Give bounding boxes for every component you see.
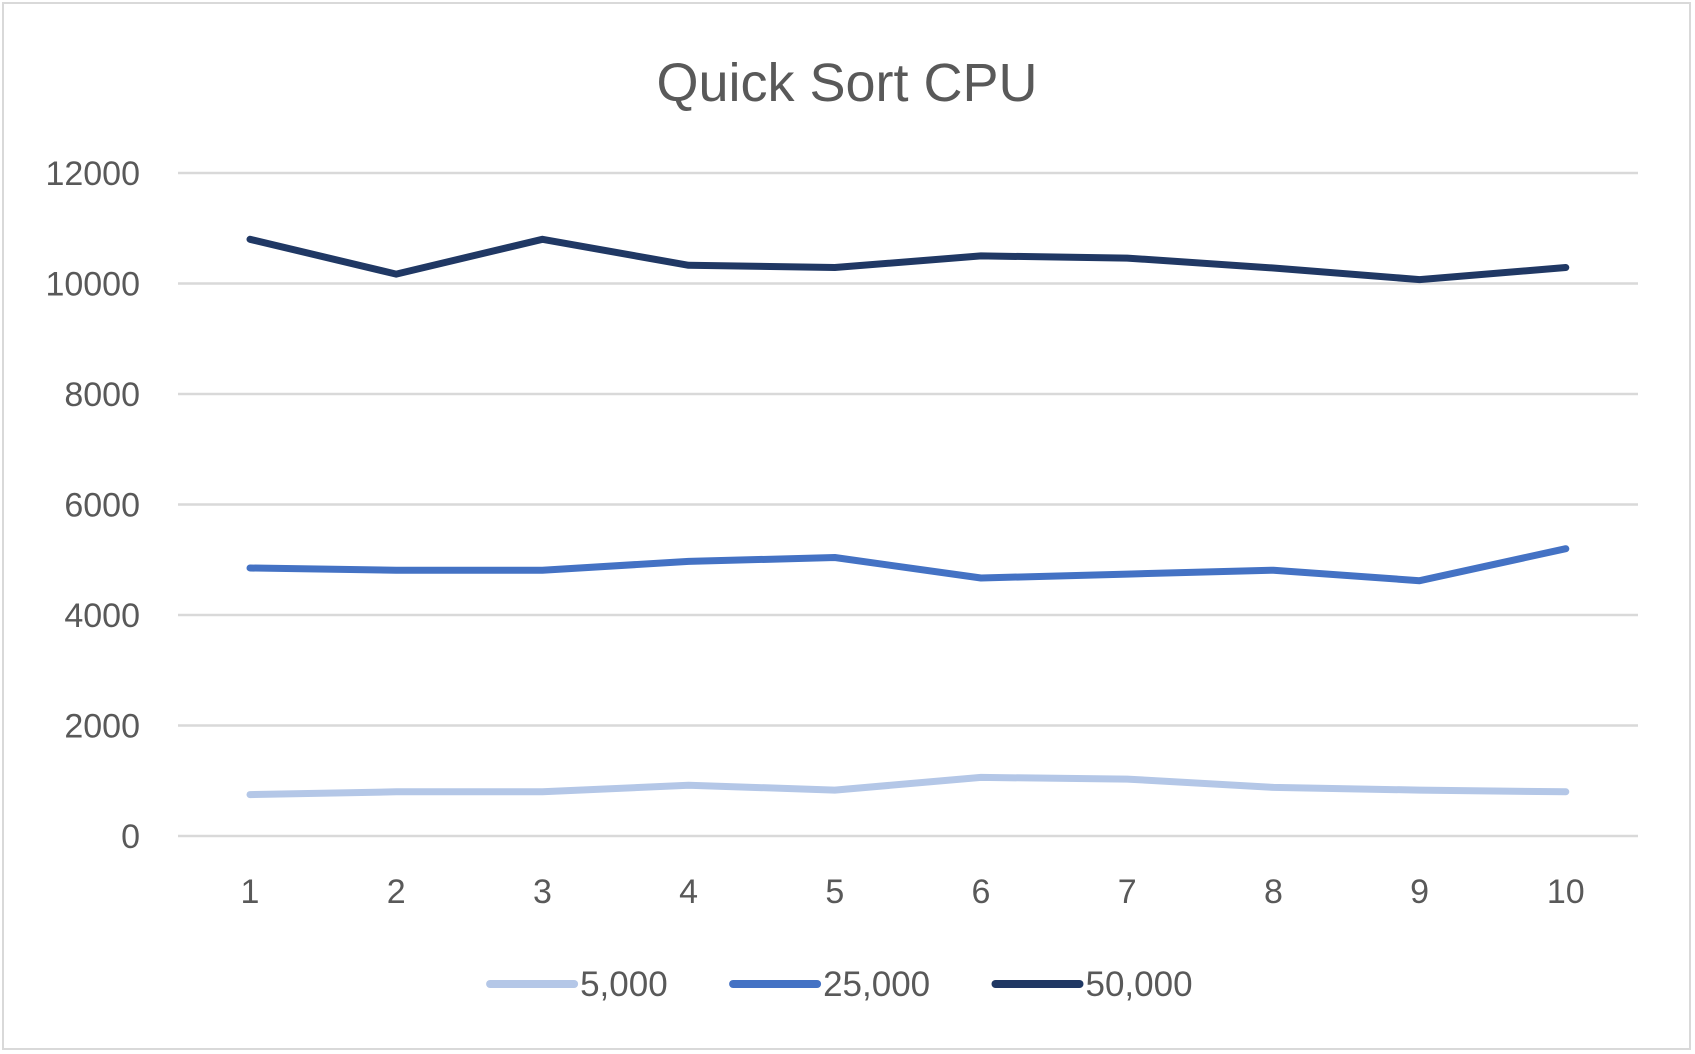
x-tick-label: 4: [679, 873, 698, 911]
x-tick-label: 10: [1547, 873, 1585, 911]
legend-item: 5,000: [486, 965, 668, 1004]
y-tick-label: 12000: [45, 155, 140, 193]
x-tick-label: 2: [387, 873, 406, 911]
series-line-50000: [246, 235, 1570, 284]
legend-item: 25,000: [729, 965, 930, 1004]
chart-title: Quick Sort CPU: [656, 53, 1037, 113]
y-tick-label: 2000: [64, 708, 140, 746]
legend-label: 50,000: [1086, 965, 1193, 1004]
x-tick-label: 9: [1410, 873, 1429, 911]
series-line-5000: [246, 773, 1570, 799]
gridlines: [178, 171, 1638, 838]
series-lines: [246, 235, 1570, 799]
legend-label: 25,000: [823, 965, 930, 1004]
x-tick-label: 1: [241, 873, 260, 911]
y-axis-ticks: 0 2000 4000 6000 8000 10000 12000: [45, 155, 140, 856]
x-axis-ticks: 1 2 3 4 5 6 7 8 9 10: [241, 873, 1585, 911]
x-tick-label: 5: [825, 873, 844, 911]
y-tick-label: 8000: [64, 376, 140, 414]
y-tick-label: 10000: [45, 266, 140, 304]
legend: 5,000 25,000 50,000: [486, 965, 1193, 1004]
x-tick-label: 3: [533, 873, 552, 911]
y-tick-label: 0: [121, 818, 140, 856]
line-chart: Quick Sort CPU 0200040006000800010000120…: [45, 53, 1638, 1004]
x-tick-label: 8: [1264, 873, 1283, 911]
series-line-25000: [246, 545, 1570, 585]
y-tick-label: 6000: [64, 487, 140, 525]
legend-label: 5,000: [580, 965, 668, 1004]
x-tick-label: 6: [972, 873, 991, 911]
x-tick-label: 7: [1118, 873, 1137, 911]
y-tick-label: 4000: [64, 597, 140, 635]
legend-item: 50,000: [991, 965, 1193, 1004]
